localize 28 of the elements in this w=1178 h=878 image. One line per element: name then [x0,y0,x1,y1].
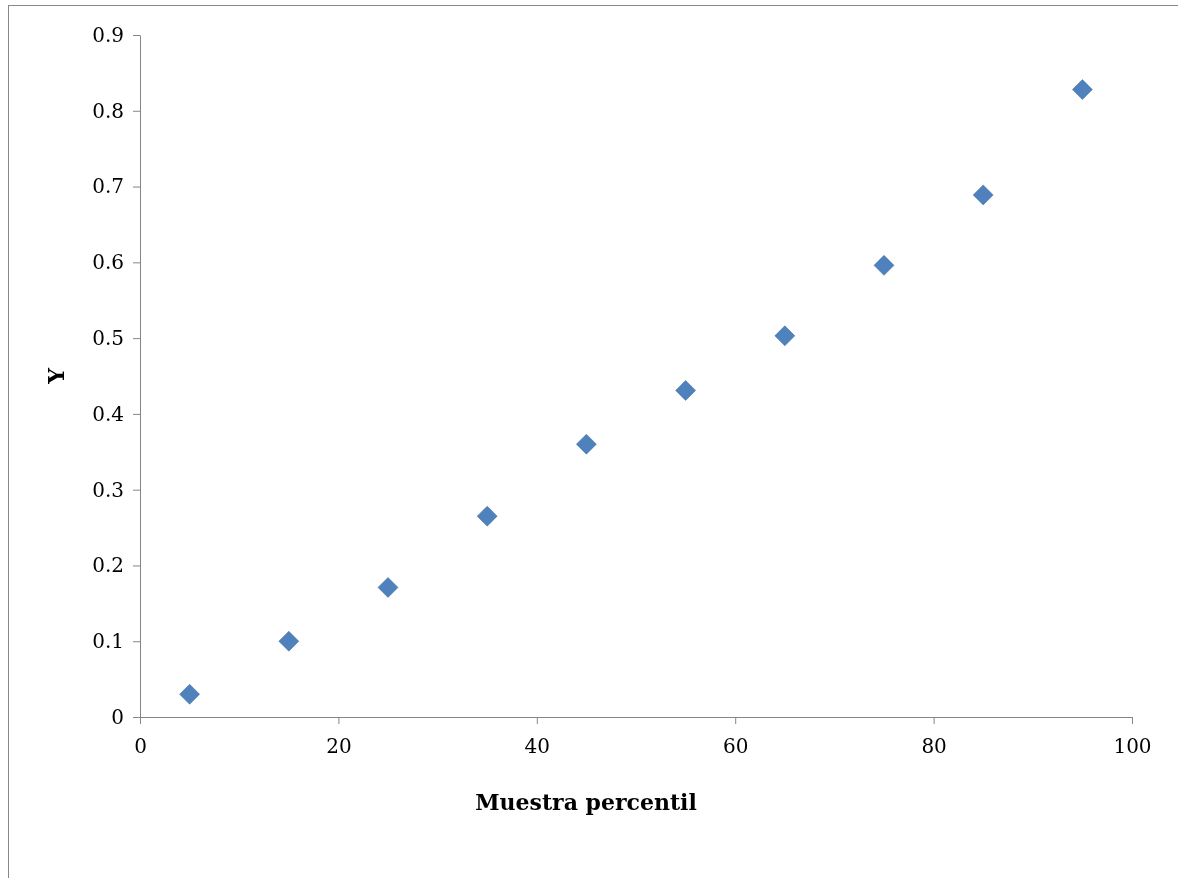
y-tick-label: 0 [111,704,124,729]
x-tick-label: 80 [921,734,947,758]
y-tick-label: 0.2 [92,553,124,578]
y-tick-label: 0.3 [92,477,124,502]
point [675,380,696,401]
point [972,184,994,206]
point [774,325,796,347]
x-tick-label: 20 [326,734,352,758]
point [377,577,399,598]
point [1072,79,1093,100]
point [278,630,300,652]
y-tick-label: 0.4 [92,401,124,426]
point [476,505,498,527]
x-tick-label: 0 [134,734,147,758]
y-axis-title: Y [43,367,69,385]
y-tick-label: 0.7 [92,174,124,199]
y-tick-label: 0.5 [92,326,124,351]
y-tick-label: 0.9 [92,22,124,47]
point [179,684,200,705]
y-tick-label: 0.1 [92,629,124,654]
x-tick-label: 60 [722,734,749,758]
x-tick-label: 100 [1113,734,1152,758]
y-tick-label: 0.6 [92,250,124,275]
x-axis-title: Muestra percentil [475,789,697,815]
point [576,433,597,455]
x-tick-label: 40 [524,734,551,758]
y-tick-label: 0.8 [92,98,124,123]
point [873,255,895,276]
